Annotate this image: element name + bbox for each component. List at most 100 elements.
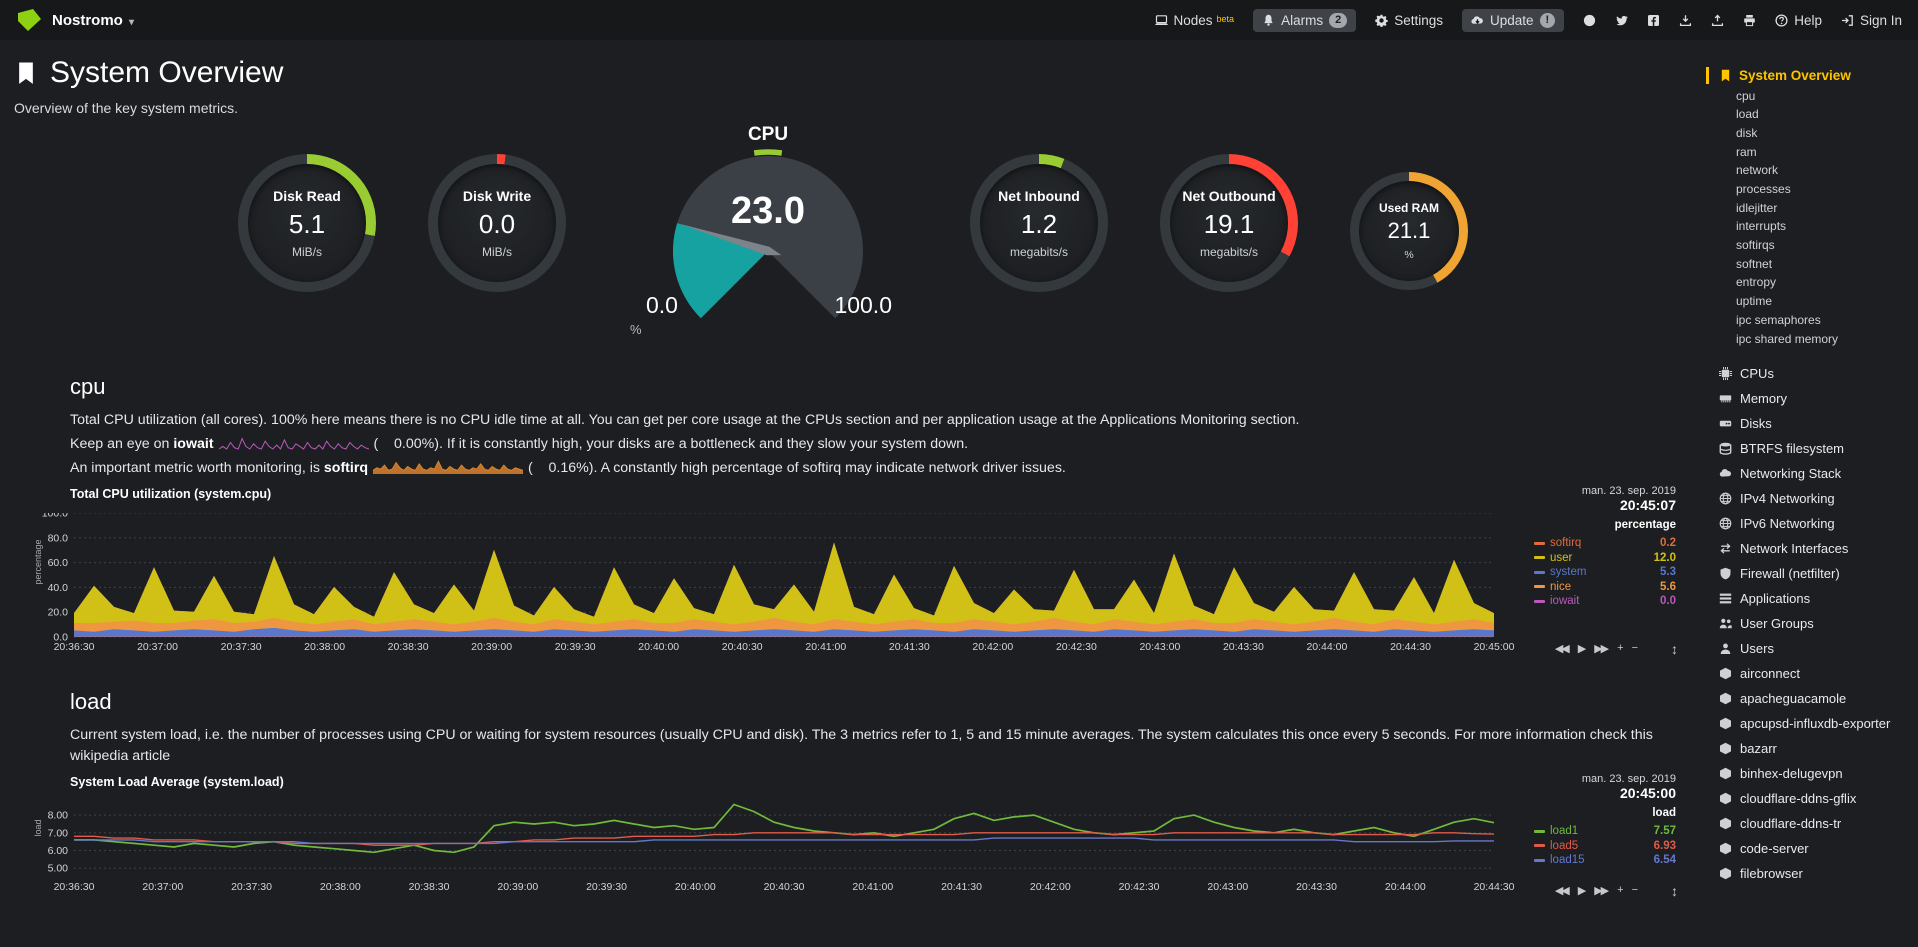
- gauge-disk-read[interactable]: Disk Read 5.1 MiB/s: [238, 154, 376, 292]
- sidebar-subitem-idlejitter[interactable]: idlejitter: [1736, 200, 1778, 215]
- legend-item-load5[interactable]: load5 6.93: [1534, 839, 1676, 854]
- nav-export[interactable]: [1711, 14, 1724, 27]
- sidebar-item-disks[interactable]: Disks: [1706, 411, 1918, 436]
- svg-text:20:41:00: 20:41:00: [805, 641, 846, 653]
- sidebar-item-network-interfaces[interactable]: Network Interfaces: [1706, 536, 1918, 561]
- gauge-net-inbound[interactable]: Net Inbound 1.2 megabits/s: [970, 154, 1108, 292]
- nav-settings[interactable]: Settings: [1375, 13, 1443, 28]
- sidebar-subitem-entropy[interactable]: entropy: [1736, 275, 1777, 290]
- sidebar-item-cloudflare-ddns-tr[interactable]: cloudflare-ddns-tr: [1706, 811, 1918, 836]
- sidebar-subitem-uptime[interactable]: uptime: [1736, 294, 1773, 309]
- nav-facebook[interactable]: [1647, 14, 1660, 27]
- nav-help[interactable]: Help: [1775, 13, 1822, 28]
- resize-handle-icon[interactable]: ↕: [1671, 641, 1678, 658]
- nav-signin[interactable]: Sign In: [1841, 13, 1902, 28]
- pan-forward-icon[interactable]: ▶▶: [1594, 643, 1609, 656]
- nav-update-badge: !: [1539, 12, 1556, 28]
- nav-update[interactable]: Update!: [1461, 8, 1565, 32]
- svg-text:20:42:30: 20:42:30: [1119, 881, 1160, 893]
- sidebar-item-applications[interactable]: Applications: [1706, 586, 1918, 611]
- legend-name: nice: [1550, 580, 1572, 593]
- sidebar-subitem-processes[interactable]: processes: [1736, 182, 1791, 197]
- sidebar-subitem-ipc-shared-memory[interactable]: ipc shared memory: [1736, 331, 1839, 346]
- nav-twitter[interactable]: [1615, 14, 1628, 27]
- sidebar-subitem-softnet[interactable]: softnet: [1736, 256, 1773, 271]
- sidebar-subitem-network[interactable]: network: [1736, 163, 1779, 178]
- sidebar-subitem-cpu[interactable]: cpu: [1736, 88, 1756, 103]
- gauge-face: Used RAM 21.1%: [1359, 181, 1459, 281]
- sidebar-subitem-softirqs[interactable]: softirqs: [1736, 238, 1775, 253]
- nav-import[interactable]: [1679, 14, 1692, 27]
- sidebar-item-cpus[interactable]: CPUs: [1706, 361, 1918, 386]
- nav-github[interactable]: [1583, 14, 1596, 27]
- users-icon: [1719, 618, 1732, 628]
- netdata-logo[interactable]: [16, 7, 42, 33]
- nav-nodes[interactable]: Nodes beta: [1154, 13, 1234, 28]
- hostname-selector[interactable]: Nostromo ▾: [52, 12, 134, 29]
- wikipedia-link[interactable]: wikipedia article: [70, 748, 171, 765]
- pan-forward-icon[interactable]: ▶▶: [1594, 885, 1609, 898]
- zoom-out-icon[interactable]: −: [1631, 884, 1639, 897]
- sidebar-subitem-load[interactable]: load: [1736, 107, 1759, 122]
- sidebar-item-bazarr[interactable]: bazarr: [1706, 736, 1918, 761]
- pan-backward-icon[interactable]: ◀◀: [1554, 643, 1570, 656]
- softirq-sparkline[interactable]: [372, 459, 524, 475]
- gauge-title: Used RAM: [1378, 201, 1439, 215]
- legend-item-nice[interactable]: nice 5.6: [1534, 580, 1676, 595]
- cpu-gauge[interactable]: CPU 23.0 0.0 100.0 %: [618, 124, 918, 346]
- gauge-title: Net Outbound: [1182, 187, 1276, 204]
- legend-value: 7.57: [1653, 825, 1676, 838]
- resize-handle-icon[interactable]: ↕: [1671, 883, 1678, 900]
- sidebar-item-btrfs-filesystem[interactable]: BTRFS filesystem: [1706, 436, 1918, 461]
- sidebar-subitem-ram[interactable]: ram: [1736, 144, 1757, 159]
- sidebar-item-users[interactable]: Users: [1706, 636, 1918, 661]
- gauge-used-ram[interactable]: Used RAM 21.1%: [1350, 172, 1468, 292]
- sidebar-item-ipv6-networking[interactable]: IPv6 Networking: [1706, 511, 1918, 536]
- nav-print[interactable]: [1743, 14, 1756, 27]
- cpu-utilization-plot[interactable]: 100.0 80.0 60.0 40.0 20.0 0.020:36:30 20:37:00…: [26, 508, 1520, 655]
- sidebar-item-firewall-netfilter-[interactable]: Firewall (netfilter): [1706, 561, 1918, 586]
- zoom-in-icon[interactable]: +: [1617, 642, 1624, 655]
- nav-alarms[interactable]: Alarms 2: [1253, 8, 1357, 32]
- sidebar-subitem-interrupts[interactable]: interrupts: [1736, 219, 1787, 234]
- play-icon[interactable]: ▶: [1577, 885, 1587, 898]
- sidebar-subitem-ipc-semaphores[interactable]: ipc semaphores: [1736, 312, 1821, 327]
- page-title: System Overview: [50, 56, 284, 89]
- sidebar-item-networking-stack[interactable]: Networking Stack: [1706, 461, 1918, 486]
- legend-item-load1[interactable]: load1 7.57: [1534, 824, 1676, 839]
- sidebar-item-filebrowser[interactable]: filebrowser: [1706, 861, 1918, 886]
- gauge-net-outbound[interactable]: Net Outbound 19.1 megabits/s: [1160, 154, 1298, 292]
- legend-item-user[interactable]: user 12.0: [1534, 551, 1676, 566]
- chart-toolbar: ◀◀ ▶ ▶▶ + −: [1554, 642, 1639, 656]
- hdd-icon: [1719, 420, 1732, 427]
- play-icon[interactable]: ▶: [1577, 643, 1587, 656]
- sidebar-item-memory[interactable]: Memory: [1706, 386, 1918, 411]
- sidebar-item-apacheguacamole[interactable]: apacheguacamole: [1706, 686, 1918, 711]
- gauge-title: Disk Read: [273, 187, 341, 204]
- iowait-sparkline[interactable]: [218, 435, 369, 450]
- zoom-in-icon[interactable]: +: [1617, 884, 1624, 897]
- sidebar-item-system-overview[interactable]: System Overview: [1706, 64, 1918, 87]
- system-load-plot[interactable]: 8.00 7.00 6.00 5.00 20:36:30 20:37:00 20:37:30…: [26, 801, 1520, 895]
- load-intro-text: Current system load, i.e. the number of …: [70, 727, 1653, 744]
- sidebar-item-code-server[interactable]: code-server: [1706, 836, 1918, 861]
- sidebar-item-label: bazarr: [1740, 740, 1777, 756]
- legend-item-load15[interactable]: load15 6.54: [1534, 853, 1676, 868]
- sidebar-item-airconnect[interactable]: airconnect: [1706, 661, 1918, 686]
- gauge-disk-write[interactable]: Disk Write 0.0 MiB/s: [428, 154, 566, 292]
- sidebar-subitem-disk[interactable]: disk: [1736, 125, 1758, 140]
- legend-dash: [1534, 556, 1545, 560]
- sidebar-item-apcupsd-influxdb-exporter[interactable]: apcupsd-influxdb-exporter: [1706, 711, 1918, 736]
- gauge-value: 1.2: [1020, 208, 1058, 239]
- github-icon: [1584, 14, 1596, 26]
- legend-item-system[interactable]: system 5.3: [1534, 565, 1676, 580]
- cloud-icon: [1719, 468, 1731, 477]
- sidebar-item-ipv4-networking[interactable]: IPv4 Networking: [1706, 486, 1918, 511]
- legend-item-iowait[interactable]: iowait 0.0: [1534, 594, 1676, 609]
- zoom-out-icon[interactable]: −: [1631, 642, 1639, 655]
- sidebar-item-user-groups[interactable]: User Groups: [1706, 611, 1918, 636]
- sidebar-item-binhex-delugevpn[interactable]: binhex-delugevpn: [1706, 761, 1918, 786]
- pan-backward-icon[interactable]: ◀◀: [1554, 885, 1570, 898]
- sidebar-item-cloudflare-ddns-gflix[interactable]: cloudflare-ddns-gflix: [1706, 786, 1918, 811]
- legend-item-softirq[interactable]: softirq 0.2: [1534, 536, 1676, 551]
